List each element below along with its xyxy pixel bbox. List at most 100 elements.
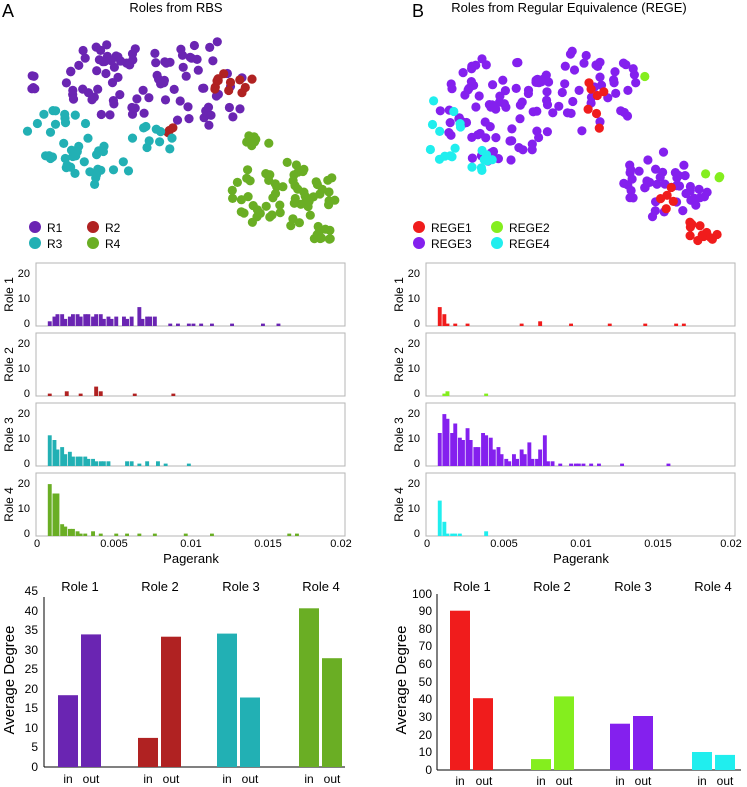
y-tick-label: 100 <box>412 587 432 601</box>
hist-bar <box>47 435 52 466</box>
network-node <box>113 72 123 82</box>
hist-bar <box>171 393 176 396</box>
hist-bar <box>75 531 80 536</box>
hist-ytick: 10 <box>18 363 30 375</box>
bar-in-2 <box>531 759 551 770</box>
hist-bar <box>152 316 157 326</box>
hist-bar <box>125 318 129 326</box>
network-node <box>616 106 626 116</box>
hist-bar <box>55 314 60 326</box>
network-node <box>189 40 199 51</box>
network-node <box>89 92 99 102</box>
hist-bar <box>442 393 447 396</box>
network-node <box>138 85 148 95</box>
network-node <box>172 115 183 125</box>
hist-ytick: 10 <box>408 293 420 305</box>
network-node <box>475 128 485 139</box>
network-node <box>181 71 191 81</box>
network-node <box>204 120 214 130</box>
bar-in-label: in <box>304 772 313 786</box>
hist-bar <box>550 461 555 466</box>
hist-bar <box>210 323 214 326</box>
panel-title-b: Roles from Regular Equivalence (REGE) <box>451 0 687 15</box>
network-node <box>78 84 88 94</box>
hist-role-label: Role 4 <box>2 487 16 522</box>
hist-bar <box>168 323 173 326</box>
network-node <box>693 235 703 246</box>
network-node <box>275 200 285 210</box>
bar-role-label: Role 3 <box>614 579 652 594</box>
network-node <box>434 154 445 164</box>
network-node <box>668 196 678 206</box>
network-node <box>160 95 171 105</box>
network-node <box>455 122 466 132</box>
hist-bar <box>83 456 88 466</box>
network-node <box>206 110 216 120</box>
hist-bar <box>75 456 80 466</box>
legend-b: REGE1 REGE2 REGE3 REGE4 <box>413 221 550 251</box>
hist-bar <box>230 323 234 326</box>
network-node <box>232 177 242 187</box>
network-node <box>427 119 438 130</box>
network-node <box>105 110 115 120</box>
network-node <box>92 66 102 76</box>
hist-bar <box>137 463 142 466</box>
network-node <box>210 84 220 94</box>
hist-bar <box>67 316 72 326</box>
hist-role-label: Role 2 <box>2 347 16 382</box>
network-node <box>666 182 676 193</box>
x-tick-label: 0 <box>34 538 40 550</box>
bar-out-2 <box>554 696 574 770</box>
hist-b-role-2: Role 2 0 10 20 <box>392 332 736 400</box>
legend-label-rege2: REGE2 <box>509 221 550 235</box>
degree-bar-chart-b: Role 1 Role 2 Role 3 Role 4 Average Degr… <box>393 579 741 787</box>
hist-bar <box>60 524 65 536</box>
y-tick-label: 20 <box>419 728 433 742</box>
hist-bar <box>199 323 204 326</box>
bar-out-label: out <box>324 772 341 786</box>
network-node <box>60 118 71 128</box>
network-node <box>144 93 154 103</box>
hist-bar <box>527 442 532 466</box>
network-node <box>695 193 705 203</box>
network-node <box>247 141 257 151</box>
network-node <box>317 184 327 194</box>
bar-out-1 <box>81 634 101 767</box>
hist-ytick: 10 <box>408 363 420 375</box>
network-node <box>324 234 334 244</box>
bar-in-4 <box>299 608 319 767</box>
hist-bar <box>453 323 458 326</box>
bar-out-label: out <box>556 774 573 787</box>
network-node <box>579 58 589 68</box>
hist-bar <box>94 386 99 396</box>
hist-role-label: Role 4 <box>392 487 406 522</box>
hist-bar <box>453 533 458 536</box>
hist-ytick: 0 <box>24 318 30 330</box>
network-node <box>562 108 573 118</box>
network-node <box>235 75 245 85</box>
network-node <box>192 54 202 64</box>
network-node <box>591 108 602 119</box>
x-tick-label: 0.02 <box>720 538 741 550</box>
network-node <box>242 173 252 183</box>
network-node <box>61 163 71 173</box>
network-node <box>224 85 234 96</box>
x-tick-label: 0.015 <box>644 538 672 550</box>
network-node <box>445 118 455 128</box>
network-node <box>429 96 439 106</box>
network-node <box>165 144 175 154</box>
bar-in-3 <box>610 723 630 770</box>
network-node <box>32 118 43 129</box>
bar-out-3 <box>633 716 653 770</box>
network-node <box>144 136 154 146</box>
hist-bar <box>573 463 578 466</box>
hist-ytick: 20 <box>18 338 30 350</box>
panel-title-a: Roles from RBS <box>129 0 223 15</box>
y-tick-label: 80 <box>419 622 433 636</box>
hist-bar <box>295 533 299 536</box>
hist-bar <box>538 449 543 466</box>
y-tick-label: 35 <box>25 623 39 637</box>
network-node <box>41 151 51 161</box>
hist-bar <box>484 393 489 396</box>
network-node <box>102 40 112 50</box>
